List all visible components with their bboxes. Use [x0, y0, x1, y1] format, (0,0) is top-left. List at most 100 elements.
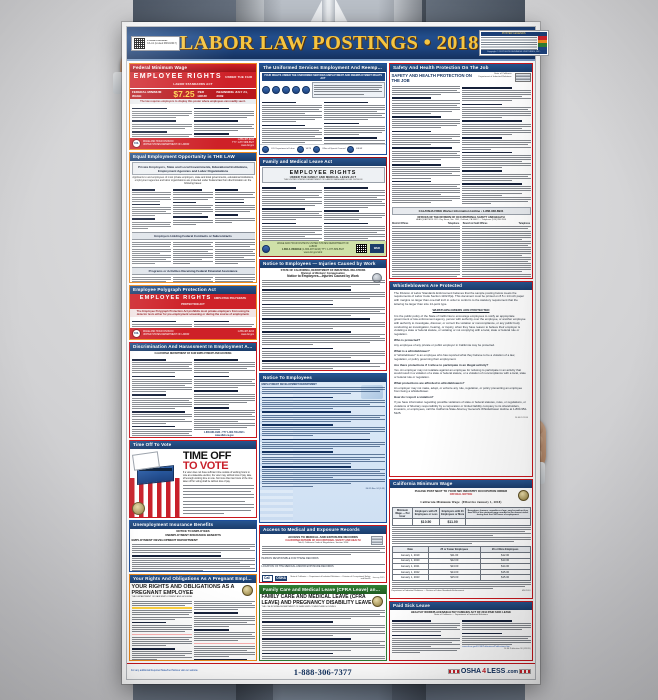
osha4less-logo[interactable]: OSHA 4 LESS .com [447, 668, 531, 675]
dol-seal-icon [262, 146, 269, 153]
nte-topic-3 [261, 438, 370, 441]
branch-offices-table: Branch & Field Offices Telephone [462, 222, 530, 225]
panel-federal-minimum-wage[interactable]: Federal Minimum Wage EMPLOYEE RIGHTS UND… [129, 63, 257, 150]
eeo-section-federal-assistance: Programs or Activities Receiving Federal… [131, 266, 255, 275]
cfra-agency: THE CALIFORNIA DEPARTMENT OF FAIR EMPLOY… [262, 606, 385, 608]
cfra-section-0 [261, 621, 333, 624]
wb-heading: WHISTLEBLOWERS ARE PROTECTED [394, 309, 528, 313]
camw-header-top: PLEASE POST NEXT TO YOUR IWC INDUSTRY OC… [392, 489, 531, 493]
camw-publication: MW-2018 [522, 590, 531, 592]
cfra-section-2 [261, 652, 333, 655]
userra-agency-3: ESGR [356, 148, 362, 151]
polygraph-footer: DOL WAGE AND HOUR DIVISION UNITED STATES… [130, 328, 256, 339]
fmla-employee-rights: EMPLOYEE RIGHTS [290, 170, 357, 176]
fmw-wage-label: FEDERAL MINIMUM WAGE [132, 90, 170, 98]
panel-safety-health-protection[interactable]: Safety And Health Protection On The Job … [389, 63, 533, 279]
wb-q4: What protections are afforded to whistle… [394, 381, 528, 386]
fmw-subnote: The law requires employers to display th… [130, 99, 256, 105]
sched-small-4: $15.00 [427, 574, 481, 581]
fmw-wage-row: FEDERAL MINIMUM WAGE $7.25 PER HOUR BEGI… [130, 89, 256, 100]
th-district: District Offices [392, 222, 432, 225]
cal-badge: Cal/ [261, 574, 273, 582]
polygraph-note: The Employee Polygraph Protection Act pr… [130, 308, 256, 317]
panel-title: Your Rights And Obligations As A Pregnan… [130, 575, 256, 583]
userra-icon-row [261, 81, 385, 99]
poster-body: Federal Minimum Wage EMPLOYEE RIGHTS UND… [127, 61, 535, 663]
fmw-effective-date: BEGINNING JULY 24, 2009 [216, 90, 254, 98]
shield-icon [261, 85, 270, 94]
nte-topic-1 [261, 411, 352, 413]
product-number-badge: Product Number: CA-A1 (revised 08/10/201… [131, 35, 180, 51]
amer-agency-footer: State of California — Department of Indu… [289, 576, 370, 581]
panel-fmla[interactable]: Family and Medical Leave Act EMPLOYEE RI… [259, 157, 387, 257]
osha-badge: OSHA [274, 575, 288, 581]
amer-input-0[interactable] [261, 561, 385, 565]
esgr-seal-icon [347, 146, 355, 153]
flag-icon [291, 85, 300, 94]
panel-employee-polygraph-protection-act[interactable]: Employee Polygraph Protection Act EMPLOY… [129, 285, 257, 340]
panel-unemployment-insurance-benefits[interactable]: Unemployment Insurance Benefits NOTICE T… [129, 520, 257, 573]
sched-date-4: January 1, 2023 [391, 574, 429, 581]
cal-osha-logo-icon [514, 73, 531, 83]
panel-access-medical-exposure-records[interactable]: Access to Medical and Exposure Records A… [259, 525, 387, 583]
amer-input-1[interactable] [261, 569, 385, 573]
fmla-footer: WAGE AND HOUR DIVISION UNITED STATES DEP… [260, 241, 386, 256]
panel-time-off-to-vote[interactable]: Time Off To Vote [129, 440, 257, 519]
flag-bar-icon-2 [519, 669, 531, 674]
vote-body: If a voter does not have sufficient time… [183, 472, 254, 484]
ui-agency: EMPLOYMENT DEVELOPMENT DEPARTMENT [132, 538, 255, 542]
panel-pregnant-employee-rights[interactable]: Your Rights And Obligations As A Pregnan… [129, 574, 257, 661]
fmw-per-hour: PER HOUR [198, 90, 214, 98]
psl-contact[interactable]: www.dir.ca.gov/DLSE/Publications/Publica… [462, 646, 530, 648]
dfeh-subtitle: CALIFORNIA DEPARTMENT OF FAIR EMPLOYMENT… [132, 352, 255, 355]
amer-header-1: CALIFORNIA DIVISION OF OCCUPATIONAL SAFE… [262, 539, 385, 542]
panel-title: Equal Employment Opportunity is THE LAW [130, 153, 256, 161]
panel-title: Safety And Health Protection On The Job [390, 64, 532, 72]
psl-publication: DLSE Publication 98 (1/2015) [462, 648, 530, 650]
panel-title: Family and Medical Leave Act [260, 158, 386, 166]
footer-phone[interactable]: 1-888-306-7377 [294, 667, 352, 677]
district-offices-table: District Offices Telephone [392, 222, 460, 225]
panel-title: Paid Sick Leave [390, 602, 532, 610]
wb-a4: An employer may not make, adopt, or enfo… [394, 386, 528, 394]
nte-agency: EMPLOYMENT DEVELOPMENT DEPARTMENT [261, 383, 317, 387]
panel-discrimination-harassment[interactable]: Discrimination And Harassment In Employm… [129, 342, 257, 439]
product-number-label: Product Number: [147, 40, 168, 42]
panel-title: Federal Minimum Wage [130, 64, 256, 72]
nte-topic-5 [261, 465, 352, 468]
california-seal-icon [372, 595, 383, 607]
panel-injuries-caused-by-work[interactable]: Notice to Employees — Injuries Caused by… [259, 259, 387, 371]
inj-header-2: Notice to Employees—Injuries Caused by W… [287, 274, 359, 278]
panel-userra[interactable]: The Uniformed Services Employment And Re… [259, 63, 387, 155]
wb-q1: What is a whistleblower? [394, 349, 528, 354]
nte-topic-4 [261, 451, 333, 453]
wb-a3: If you have information regarding possib… [394, 400, 528, 415]
brand-part-3: .com [506, 669, 518, 675]
psl-agency: State of California — Department of Indu… [392, 614, 531, 616]
fmla-web: www.dol.gov/whd [304, 251, 322, 254]
wb-a2: Yes. An employer may not retaliate again… [394, 368, 528, 380]
panel-paid-sick-leave[interactable]: Paid Sick Leave HEALTHY WORKPLACES/HEALT… [389, 601, 533, 661]
labor-law-poster[interactable]: Product Number: CA-A1 (revised 08/10/201… [122, 22, 549, 684]
fmw-tty: TTY: 1-877-889-5627 [232, 142, 254, 145]
userra-banner: YOUR RIGHTS UNDER THE UNIFORMED SERVICES… [261, 73, 385, 82]
panel-notice-to-employees[interactable]: Notice To Employees EMPLOYMENT DEVELOPME… [259, 373, 387, 523]
amer-header-0: ACCESS TO MEDICAL AND EXPOSURE RECORDS [262, 535, 385, 539]
panel-equal-employment-opportunity[interactable]: Equal Employment Opportunity is THE LAW … [129, 152, 257, 283]
fmla-phone: 1-866-4-USWAGE [282, 248, 302, 251]
poster-footer: For any additional Required State/Fed No… [127, 663, 535, 679]
panel-whistleblowers-are-protected[interactable]: Whistleblowers Are Protected The Divisio… [389, 281, 533, 477]
fmw-phone: 1-866-487-9243 [232, 139, 254, 142]
camw-heading-sub: (Effective January 1, 2018) [462, 500, 502, 504]
brand-part-1: 4 [482, 668, 486, 675]
psl-heading: HEALTHY WORKPLACES/HEALTHY FAMILIES ACT … [392, 611, 531, 614]
wb-a0: Any employee of any private or public em… [394, 343, 528, 348]
nte-publication: DE 35 Rev. 24 (1-18) [365, 487, 385, 490]
brand-part-0: OSHA [461, 668, 481, 675]
panel-california-minimum-wage[interactable]: California Minimum Wage PLEASE POST NEXT… [389, 479, 533, 599]
vote-headline-1: TIME OFF [183, 450, 254, 461]
vets-seal-icon [296, 146, 304, 153]
panel-cfra-pdl[interactable]: Family Care and Medical Leave (CFRA Leav… [259, 585, 387, 661]
fmw-agency: WAGE AND HOUR DIVISION [143, 141, 230, 144]
